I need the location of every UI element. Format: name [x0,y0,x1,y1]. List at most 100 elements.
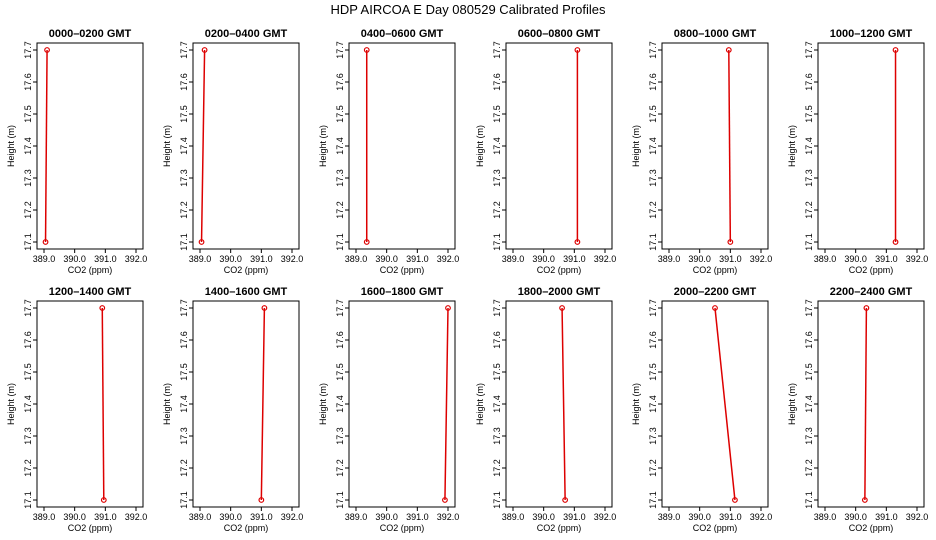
x-tick-label: 390.0 [63,254,86,264]
x-tick-label: 390.0 [375,254,398,264]
panel-title: 0200–0400 GMT [205,28,288,40]
x-axis-label: CO2 (ppm) [849,265,894,275]
x-tick-label: 389.0 [345,254,368,264]
y-tick-label: 17.1 [179,233,189,251]
y-tick-label: 17.5 [648,363,658,381]
x-tick-label: 389.0 [33,512,56,522]
x-tick-label: 392.0 [750,254,773,264]
x-axis-label: CO2 (ppm) [849,523,894,533]
y-tick-label: 17.4 [804,395,814,413]
data-point [445,305,451,311]
x-tick-label: 392.0 [125,254,148,264]
y-tick-label: 17.1 [648,233,658,251]
x-tick-label: 392.0 [906,254,929,264]
y-tick-label: 17.6 [804,331,814,349]
y-tick-label: 17.1 [335,491,345,509]
x-tick-label: 390.0 [219,512,242,522]
y-tick-label: 17.3 [335,169,345,187]
y-tick-label: 17.2 [492,201,502,219]
y-tick-label: 17.2 [179,201,189,219]
y-tick-label: 17.1 [23,233,33,251]
y-tick-label: 17.6 [492,73,502,91]
plot-frame [36,300,144,508]
profile-line [44,49,48,243]
x-axis-label: CO2 (ppm) [68,523,113,533]
x-tick-label: 392.0 [281,254,304,264]
y-tick-label: 17.3 [179,427,189,445]
y-tick-label: 17.5 [648,105,658,123]
y-axis-label: Height (m) [475,383,485,425]
x-tick-label: 389.0 [814,512,837,522]
y-tick-label: 17.5 [179,105,189,123]
profile-panel: 1200–1400 GMT 389.0 390.0 391.0 392.0 17.1 17.… [6,286,147,533]
panel-grid: 0000–0200 GMT 389.0 390.0 391.0 392.0 17.1 17.… [6,28,928,533]
data-point [201,47,208,53]
x-tick-label: 391.0 [875,254,898,264]
panel-title: 0400–0600 GMT [361,28,444,40]
x-tick-label: 391.0 [563,512,586,522]
y-tick-label: 17.6 [179,73,189,91]
profile-panel: 0600–0800 GMT 389.0 390.0 391.0 392.0 17.1 17.… [475,28,616,275]
x-tick-label: 390.0 [219,254,242,264]
plot-frame [192,300,300,508]
y-tick-label: 17.4 [648,395,658,413]
profile-panel: 0400–0600 GMT 389.0 390.0 391.0 392.0 17.1 17.… [318,28,459,275]
profile-panel: 2200–2400 GMT 389.0 390.0 391.0 392.0 17.1 17.… [787,286,928,533]
y-tick-label: 17.3 [648,427,658,445]
x-tick-label: 391.0 [875,512,898,522]
x-tick-label: 390.0 [688,512,711,522]
y-tick-label: 17.6 [335,331,345,349]
data-point [861,497,868,503]
y-tick-label: 17.7 [179,299,189,317]
data-point [363,47,370,53]
data-point [892,47,899,53]
panel-title: 1600–1800 GMT [361,286,444,298]
y-tick-label: 17.3 [23,169,33,187]
y-axis-label: Height (m) [318,383,328,425]
plot-frame [661,300,769,508]
x-tick-label: 392.0 [594,254,617,264]
y-axis-label: Height (m) [162,383,172,425]
x-tick-label: 390.0 [688,254,711,264]
y-tick-label: 17.5 [23,105,33,123]
y-tick-label: 17.3 [335,427,345,445]
y-tick-label: 17.7 [179,41,189,59]
panel-title: 0000–0200 GMT [49,28,132,40]
y-tick-label: 17.4 [179,395,189,413]
profile-line [864,307,868,501]
y-tick-label: 17.4 [179,137,189,155]
profile-panel: 1800–2000 GMT 389.0 390.0 391.0 392.0 17.1 17.… [475,286,616,533]
x-axis-label: CO2 (ppm) [537,523,582,533]
plot-frame [348,42,456,250]
y-tick-label: 17.6 [492,331,502,349]
y-tick-label: 17.6 [23,331,33,349]
y-tick-label: 17.6 [804,73,814,91]
y-tick-label: 17.2 [23,459,33,477]
x-tick-label: 392.0 [437,512,460,522]
data-point [363,239,370,245]
data-point [559,305,565,311]
x-tick-label: 389.0 [189,254,212,264]
y-tick-label: 17.7 [648,41,658,59]
y-axis-label: Height (m) [162,125,172,167]
y-tick-label: 17.4 [648,137,658,155]
x-axis-label: CO2 (ppm) [68,265,113,275]
y-tick-label: 17.6 [648,73,658,91]
x-tick-label: 389.0 [345,512,368,522]
x-tick-label: 391.0 [719,512,742,522]
profile-line [200,49,206,243]
y-tick-label: 17.3 [179,169,189,187]
y-tick-label: 17.3 [492,427,502,445]
y-tick-label: 17.7 [23,299,33,317]
plot-frame [348,300,456,508]
y-axis-label: Height (m) [631,383,641,425]
y-tick-label: 17.5 [492,105,502,123]
x-tick-label: 389.0 [814,254,837,264]
profile-line [260,307,266,501]
plot-frame [505,300,613,508]
y-tick-label: 17.3 [804,427,814,445]
x-tick-label: 389.0 [502,254,525,264]
x-tick-label: 390.0 [844,512,867,522]
x-axis-label: CO2 (ppm) [380,265,425,275]
